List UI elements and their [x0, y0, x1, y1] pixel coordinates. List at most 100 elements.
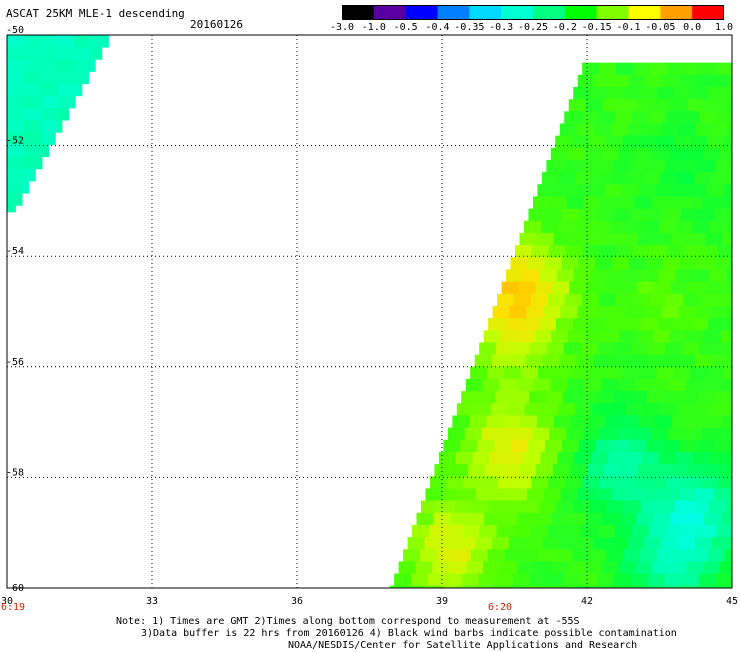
- data-cell: [449, 561, 466, 574]
- data-cell: [629, 257, 646, 270]
- data-cell: [502, 464, 519, 477]
- data-cell: [541, 403, 558, 416]
- data-cell: [603, 99, 620, 112]
- data-cell: [679, 488, 696, 501]
- data-cell: [709, 269, 726, 282]
- data-cell: [7, 71, 24, 84]
- data-cell: [501, 330, 518, 343]
- data-cell: [434, 464, 451, 477]
- data-cell: [572, 136, 589, 149]
- data-cell: [484, 513, 501, 526]
- data-cell: [718, 476, 733, 489]
- data-cell: [666, 294, 683, 307]
- data-cell: [461, 391, 478, 404]
- data-cell: [668, 196, 685, 209]
- data-cell: [681, 391, 698, 404]
- data-cell: [707, 184, 724, 197]
- data-cell: [708, 136, 725, 149]
- data-cell: [24, 35, 41, 48]
- data-cell: [455, 501, 472, 514]
- data-cell: [712, 355, 729, 368]
- data-cell: [585, 148, 602, 161]
- data-cell: [638, 415, 655, 428]
- data-cell: [599, 294, 616, 307]
- data-cell: [523, 269, 540, 282]
- data-cell: [562, 209, 579, 222]
- data-cell: [570, 233, 587, 246]
- data-cell: [473, 452, 490, 465]
- data-cell: [684, 476, 701, 489]
- data-cell: [696, 488, 713, 501]
- data-cell: [683, 294, 700, 307]
- data-cell: [649, 111, 666, 124]
- data-cell: [498, 476, 515, 489]
- data-cell: [501, 513, 518, 526]
- data-cell: [24, 84, 41, 97]
- data-cell: [546, 574, 563, 587]
- data-cell: [584, 196, 601, 209]
- data-cell: [633, 245, 650, 258]
- data-cell: [497, 525, 514, 538]
- data-cell: [24, 181, 29, 194]
- data-cell: [619, 330, 636, 343]
- data-cell: [24, 71, 41, 84]
- data-cell: [560, 306, 577, 319]
- data-cell: [492, 355, 509, 368]
- data-cell: [623, 318, 640, 331]
- data-cell: [41, 157, 43, 170]
- data-cell: [532, 428, 549, 441]
- data-cell: [564, 342, 581, 355]
- data-cell: [716, 574, 733, 587]
- data-cell: [581, 525, 598, 538]
- data-cell: [538, 367, 555, 380]
- data-cell: [484, 330, 501, 343]
- data-cell: [689, 415, 706, 428]
- data-cell: [443, 440, 460, 453]
- data-cell: [705, 282, 722, 295]
- data-cell: [7, 35, 24, 48]
- data-cell: [596, 440, 613, 453]
- data-cell: [469, 415, 486, 428]
- data-cell: [640, 136, 657, 149]
- data-cell: [519, 464, 536, 477]
- data-cell: [447, 476, 464, 489]
- data-cell: [520, 415, 537, 428]
- data-cell: [696, 306, 713, 319]
- data-cell: [610, 355, 627, 368]
- data-cell: [552, 282, 569, 295]
- data-cell: [41, 59, 58, 72]
- data-cell: [524, 403, 541, 416]
- data-cell: [678, 355, 695, 368]
- data-cell: [448, 428, 465, 441]
- data-cell: [582, 476, 599, 489]
- data-cell: [680, 440, 697, 453]
- data-cell: [718, 63, 733, 76]
- data-cell: [676, 452, 693, 465]
- data-cell: [618, 379, 635, 392]
- data-cell: [542, 172, 559, 185]
- data-cell: [465, 428, 482, 441]
- data-cell: [587, 464, 604, 477]
- data-cell: [530, 342, 547, 355]
- data-cell: [714, 257, 731, 270]
- data-cell: [678, 123, 695, 136]
- data-cell: [696, 75, 713, 88]
- data-cell: [686, 148, 703, 161]
- data-cell: [572, 367, 589, 380]
- data-cell: [719, 428, 733, 441]
- data-cell: [652, 379, 669, 392]
- data-cell: [541, 221, 558, 234]
- data-cell: [661, 123, 678, 136]
- data-cell: [593, 355, 610, 368]
- data-cell: [537, 184, 554, 197]
- data-cell: [457, 403, 474, 416]
- data-cell: [703, 379, 720, 392]
- data-cell: [672, 415, 689, 428]
- data-cell: [658, 269, 675, 282]
- data-cell: [710, 452, 727, 465]
- data-cell: [665, 160, 682, 173]
- data-cell: [667, 63, 684, 76]
- data-cell: [489, 501, 506, 514]
- y-tick-label: -60: [6, 583, 24, 594]
- data-cell: [588, 415, 605, 428]
